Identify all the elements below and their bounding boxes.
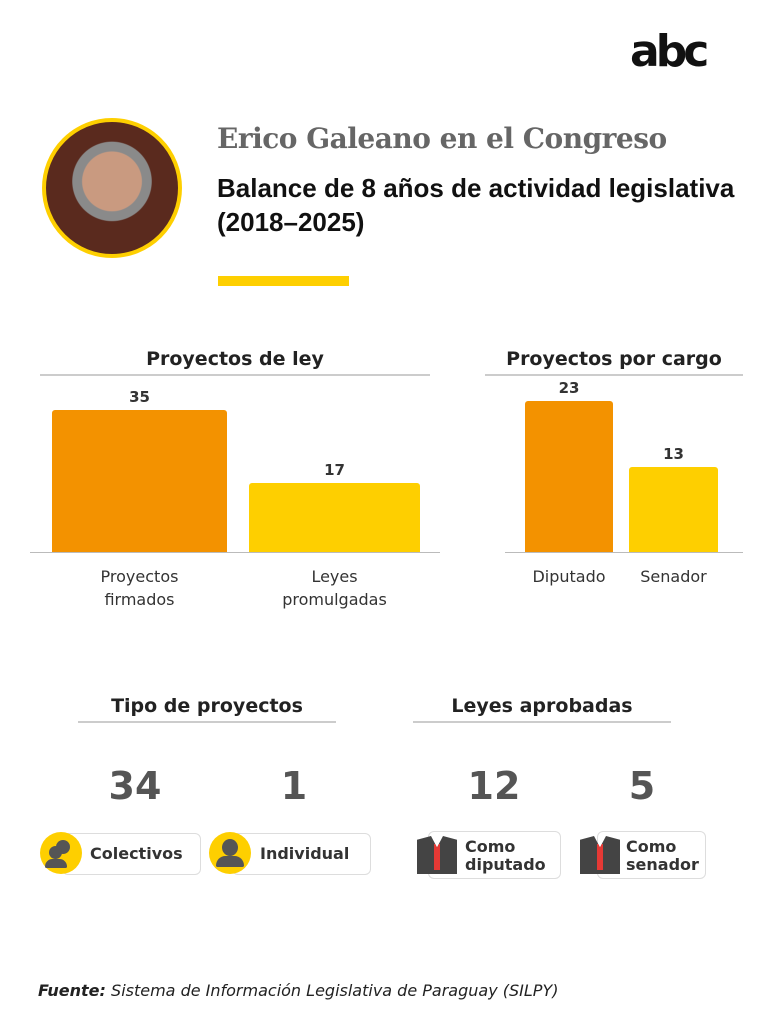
portrait-photo (42, 118, 182, 258)
category-label: Proyectos firmados (100, 567, 179, 610)
chart2: 23 Diputado 13 Senador (525, 378, 718, 586)
senador-value: 5 (628, 764, 656, 808)
abc-logo: abc (630, 26, 709, 77)
bar-0 (525, 400, 613, 552)
bar-1 (249, 482, 420, 552)
leyes-rule (413, 721, 671, 723)
individual-pill: Individual (232, 833, 371, 875)
chart2-rule (485, 374, 743, 376)
colectivos-pill: Colectivos (62, 833, 201, 875)
value-label: 17 (324, 460, 345, 479)
page-title: Balance de 8 años de actividad legislati… (217, 173, 735, 237)
chart1: 35 Proyectos firmados 17 Leyes promulgadas (52, 387, 420, 610)
source-text: Sistema de Información Legislativa de Pa… (111, 981, 559, 1000)
chart1-title: Proyectos de ley (146, 348, 324, 370)
bar-0 (52, 409, 227, 552)
colectivos-value: 34 (108, 764, 162, 808)
colectivos-label: Colectivos (90, 844, 183, 863)
accent-bar (218, 276, 349, 286)
value-label: 35 (129, 387, 150, 406)
senador-label: Como senador (626, 837, 699, 874)
tipo-title: Tipo de proyectos (111, 695, 303, 717)
tipo-rule (78, 721, 336, 723)
individual-label: Individual (260, 844, 350, 863)
value-label: 13 (663, 444, 684, 463)
chart2-title: Proyectos por cargo (506, 348, 722, 370)
bar-1 (629, 466, 718, 552)
chart2-baseline (505, 552, 743, 553)
chart1-rule (40, 374, 430, 376)
kicker: Erico Galeano en el Congreso (217, 122, 667, 155)
individual-value: 1 (280, 764, 308, 808)
diputado-value: 12 (467, 764, 521, 808)
source-label: Fuente: (38, 981, 106, 1000)
leyes-title: Leyes aprobadas (451, 695, 633, 717)
diputado-label: Como diputado (465, 837, 546, 874)
category-label: Diputado (532, 567, 606, 586)
person-icon (209, 832, 251, 874)
source-note: Fuente: Sistema de Información Legislati… (38, 983, 558, 999)
category-label: Senador (640, 567, 707, 586)
group-icon (40, 832, 82, 874)
chart1-baseline (30, 552, 440, 553)
category-label: Leyes promulgadas (282, 567, 387, 610)
value-label: 23 (558, 378, 580, 397)
